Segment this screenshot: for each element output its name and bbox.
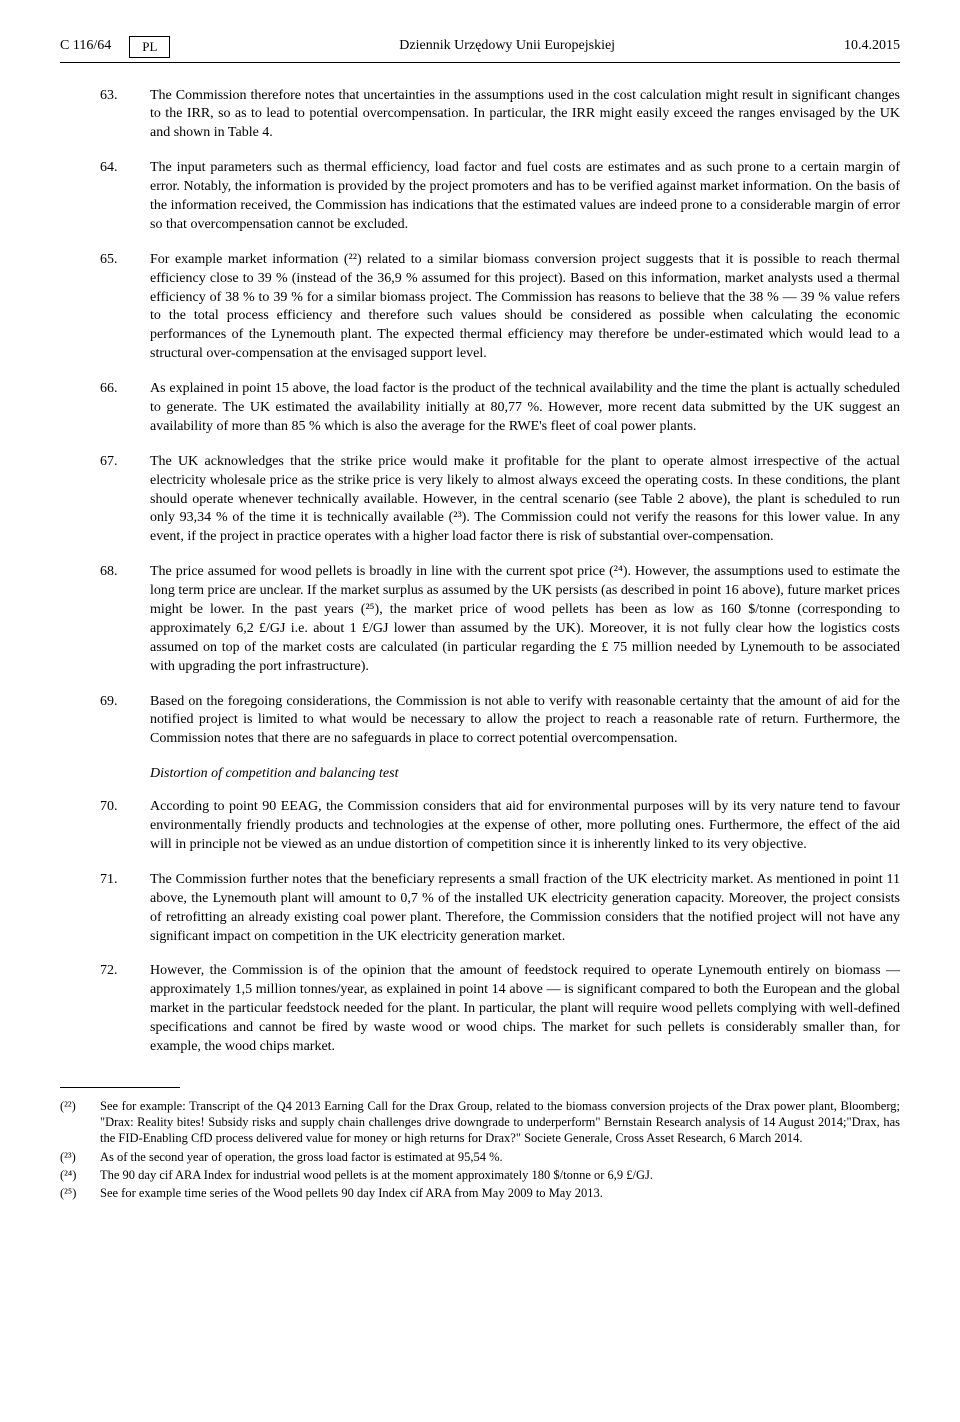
paragraph: 72. However, the Commission is of the op… (100, 962, 900, 1056)
paragraph: 63. The Commission therefore notes that … (100, 87, 900, 144)
paragraph-number: 65. (100, 251, 150, 364)
paragraph: 65. For example market information (²²) … (100, 251, 900, 364)
paragraph-text: For example market information (²²) rela… (150, 251, 900, 364)
paragraph: 67. The UK acknowledges that the strike … (100, 453, 900, 547)
footnote-text: The 90 day cif ARA Index for industrial … (100, 1167, 900, 1183)
paragraph-text: However, the Commission is of the opinio… (150, 962, 900, 1056)
body-paragraphs: 63. The Commission therefore notes that … (100, 87, 900, 1057)
footnote-number: (²³) (60, 1149, 100, 1165)
footnote-text: See for example time series of the Wood … (100, 1185, 900, 1201)
paragraph: 71. The Commission further notes that th… (100, 871, 900, 947)
paragraph-text: The Commission further notes that the be… (150, 871, 900, 947)
paragraph-text: The input parameters such as thermal eff… (150, 159, 900, 235)
paragraph-number: 66. (100, 380, 150, 437)
paragraph: 69. Based on the foregoing consideration… (100, 693, 900, 750)
paragraph-number: 70. (100, 798, 150, 855)
footnote-rule (60, 1087, 180, 1088)
paragraph: 64. The input parameters such as thermal… (100, 159, 900, 235)
footnote-text: See for example: Transcript of the Q4 20… (100, 1098, 900, 1147)
paragraph-number: 63. (100, 87, 150, 144)
footnote-number: (²⁴) (60, 1167, 100, 1183)
paragraph-number: 72. (100, 962, 150, 1056)
footnote-number: (²⁵) (60, 1185, 100, 1201)
footnote: (²²) See for example: Transcript of the … (60, 1098, 900, 1147)
paragraph-text: The UK acknowledges that the strike pric… (150, 453, 900, 547)
paragraph-text: Based on the foregoing considerations, t… (150, 693, 900, 750)
paragraph-number: 69. (100, 693, 150, 750)
section-heading: Distortion of competition and balancing … (150, 765, 900, 784)
paragraph-number: 68. (100, 563, 150, 676)
footnotes-section: (²²) See for example: Transcript of the … (60, 1087, 900, 1202)
footnote: (²⁴) The 90 day cif ARA Index for indust… (60, 1167, 900, 1183)
header-date: 10.4.2015 (844, 37, 900, 56)
paragraph-text: The Commission therefore notes that unce… (150, 87, 900, 144)
paragraph: 66. As explained in point 15 above, the … (100, 380, 900, 437)
journal-title: Dziennik Urzędowy Unii Europejskiej (170, 37, 844, 56)
footnote: (²⁵) See for example time series of the … (60, 1185, 900, 1201)
footnote: (²³) As of the second year of operation,… (60, 1149, 900, 1165)
paragraph-text: The price assumed for wood pellets is br… (150, 563, 900, 676)
paragraph: 68. The price assumed for wood pellets i… (100, 563, 900, 676)
paragraph-number: 64. (100, 159, 150, 235)
paragraph-text: According to point 90 EEAG, the Commissi… (150, 798, 900, 855)
paragraph: 70. According to point 90 EEAG, the Comm… (100, 798, 900, 855)
page-reference: C 116/64 (60, 37, 111, 56)
page-header: C 116/64 PL Dziennik Urzędowy Unii Europ… (60, 36, 900, 63)
language-box: PL (129, 36, 170, 58)
paragraph-number: 71. (100, 871, 150, 947)
footnote-number: (²²) (60, 1098, 100, 1147)
footnote-text: As of the second year of operation, the … (100, 1149, 900, 1165)
paragraph-text: As explained in point 15 above, the load… (150, 380, 900, 437)
paragraph-number: 67. (100, 453, 150, 547)
